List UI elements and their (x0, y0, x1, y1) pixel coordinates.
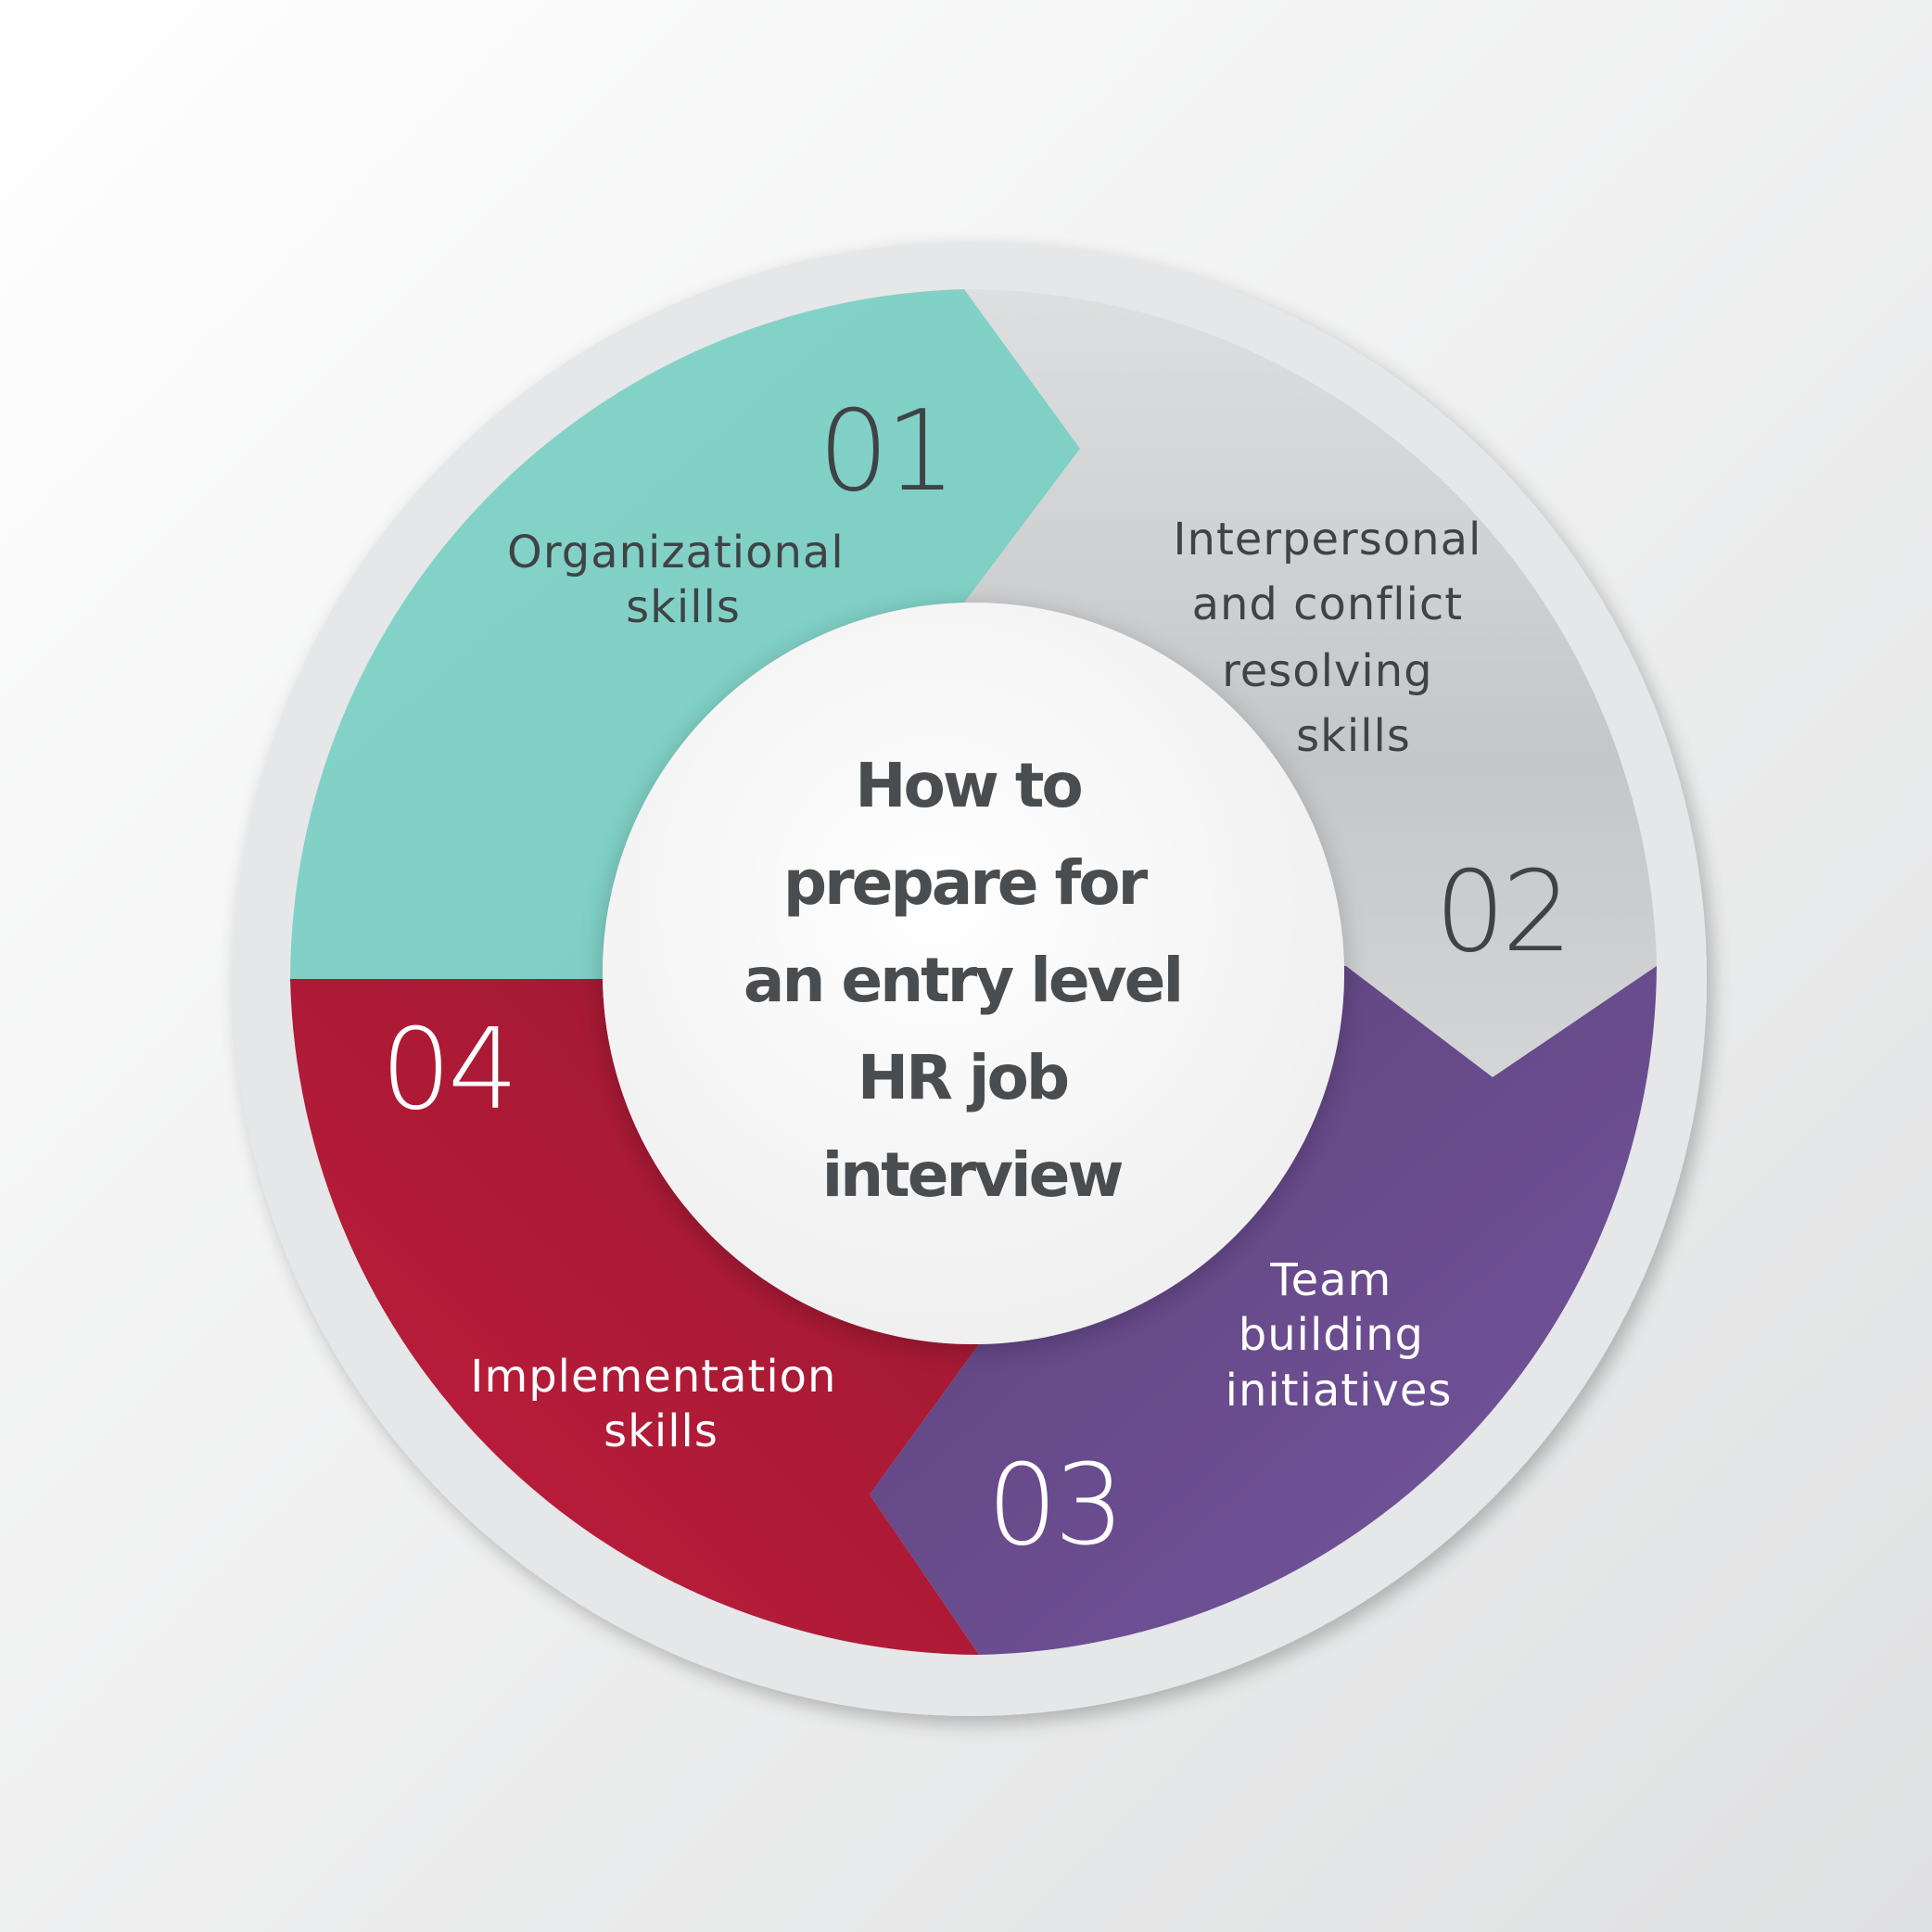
segment-01-label-line: skills (626, 581, 741, 633)
segment-01-label-line: Organizational (507, 527, 845, 578)
diagram-title-line: interview (822, 1139, 1123, 1211)
segment-02-label-line: skills (1296, 710, 1411, 762)
segment-01-number: 01 (819, 388, 953, 516)
diagram-title-line: prepare for (783, 847, 1149, 919)
segment-02-interpersonal[interactable] (964, 288, 1657, 1077)
diagram-title-line: an entry level (744, 945, 1181, 1016)
segment-02-label-line: and conflict (1192, 578, 1464, 630)
segment-01-organizational[interactable] (290, 289, 1080, 979)
segment-02-label-line: resolving (1222, 645, 1433, 697)
segment-01-label: Organizational skills (507, 527, 859, 633)
segment-03-label-line: building (1239, 1309, 1424, 1361)
segment-03-label-line: Team (1269, 1254, 1392, 1306)
segment-02-label: Interpersonal and conflict resolving ski… (1173, 514, 1496, 762)
segment-04-number: 04 (381, 1006, 515, 1135)
segment-02-number: 02 (1435, 848, 1570, 977)
segment-03-team-building[interactable] (870, 966, 1657, 1655)
diagram-title-line: How to (855, 750, 1081, 821)
segment-04-label: Implementation skills (470, 1351, 851, 1457)
center-disc (603, 603, 1344, 1344)
segment-03-number: 03 (987, 1442, 1122, 1570)
diagram-title-line: HR job (858, 1042, 1068, 1113)
segment-04-label-line: Implementation (470, 1351, 836, 1403)
segment-04-implementation[interactable] (290, 979, 979, 1655)
segment-04-label-line: skills (604, 1405, 718, 1457)
segment-03-label-line: initiatives (1226, 1365, 1453, 1417)
diagram-title: How to prepare for an entry level HR job… (744, 750, 1200, 1211)
segment-03-label: Team building initiatives (1226, 1254, 1453, 1417)
segment-02-label-line: Interpersonal (1173, 514, 1481, 566)
